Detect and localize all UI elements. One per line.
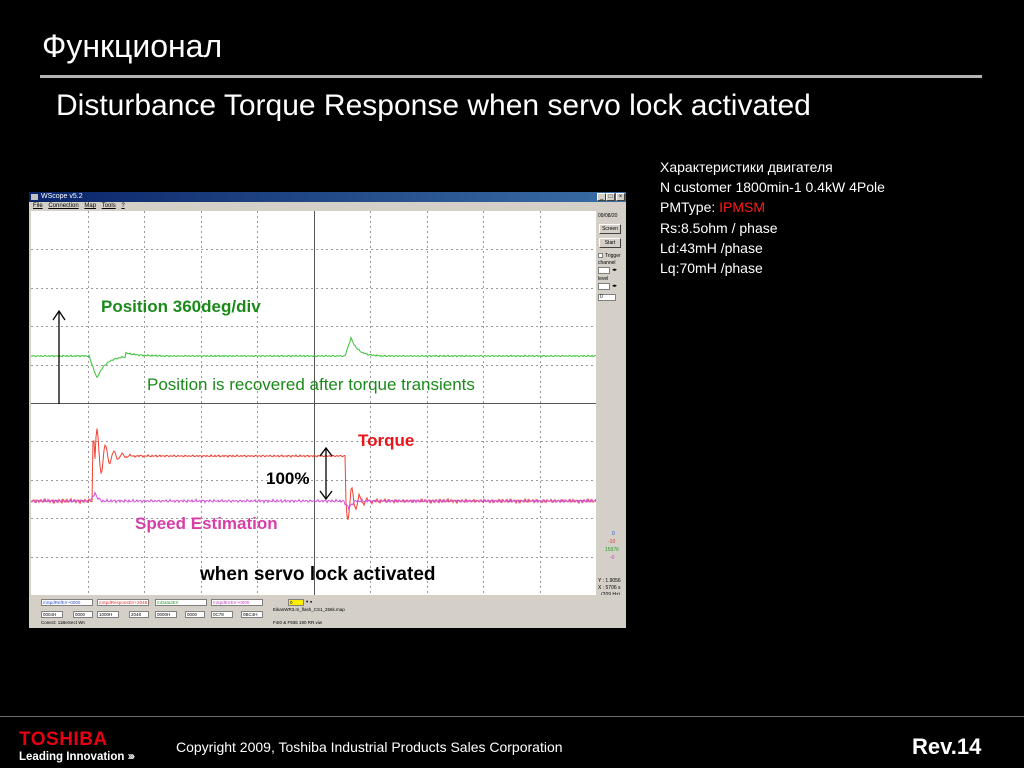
marker-field[interactable]: 0: [288, 599, 304, 606]
maximize-button[interactable]: □: [606, 193, 615, 201]
level-select[interactable]: [598, 283, 610, 290]
specs-line-5: Lq:70mH /phase: [660, 260, 763, 277]
torque-scale-arrow: [319, 446, 333, 501]
position-scale-label: Position 360deg/div: [101, 297, 261, 316]
slide-title: Функционал: [42, 28, 223, 64]
specs-line-3: Rs:8.5ohm / phase: [660, 219, 778, 236]
motor-specs: Характеристики двигателя N customer 1800…: [660, 157, 885, 278]
speed-estimation-label: Speed Estimation: [135, 514, 278, 533]
torque-label: Torque: [358, 431, 415, 450]
channel-label: channel: [598, 260, 616, 266]
speed-trace: [31, 491, 596, 511]
revision-label: Rev.14: [912, 734, 982, 759]
position-recovered-label: Position is recovered after torque trans…: [147, 375, 475, 394]
menu-tools[interactable]: Tools: [101, 203, 116, 209]
title-divider: [40, 75, 982, 78]
trigger-label: Trigger: [605, 253, 621, 259]
pmtype-value: IPMSM: [719, 199, 766, 216]
menu-connection[interactable]: Connection: [48, 203, 79, 209]
ch1-value-b[interactable]: 0000: [73, 611, 93, 618]
ch4-value-a[interactable]: 0C78: [211, 611, 233, 618]
screen-button[interactable]: Screen: [599, 224, 621, 234]
app-icon: [31, 194, 38, 200]
readout-x: X : 5706 s: [598, 585, 621, 591]
tagline: Leading Innovation ›››: [19, 751, 135, 763]
readout-ch4: -0: [610, 555, 615, 561]
ch1-value-a[interactable]: 0004H: [41, 611, 63, 618]
scope-titlebar: WScope v5.2 _ □ ×: [29, 192, 626, 202]
minimize-button[interactable]: _: [597, 193, 606, 201]
ch2-name-field[interactable]: mSpdResponsErr+2048: [97, 599, 149, 606]
menu-file[interactable]: File: [33, 203, 43, 209]
scope-plot[interactable]: [31, 211, 596, 595]
menu-map[interactable]: Map: [84, 203, 97, 209]
ch2-value-a[interactable]: 1000H: [97, 611, 119, 618]
servo-lock-label: when servo lock activated: [200, 564, 436, 585]
level-label: level: [598, 276, 609, 282]
tagline-text: Leading Innovation: [19, 751, 125, 763]
view-file-label: F4I0 & F936 190 RR.viw: [273, 620, 323, 625]
channel-arrows-icon[interactable]: ◂▸: [612, 267, 618, 273]
ch4-value-b[interactable]: 0BC4H: [241, 611, 263, 618]
readout-ch2: -10: [608, 539, 616, 545]
scope-control-panel: 09/08/20 Screen Start Trigger channel ◂▸…: [596, 211, 626, 598]
scope-bottom-bar: mSpdRefErr+0000 mSpdResponsErr+2048 mDat…: [29, 595, 626, 628]
trigger-checkbox[interactable]: [598, 253, 603, 258]
ch4-name-field[interactable]: mSpdErrErr+0000: [211, 599, 263, 606]
scope-window-title: WScope v5.2: [41, 193, 83, 200]
ch3-value-b[interactable]: 0000: [185, 611, 205, 618]
position-scale-arrow: [52, 309, 66, 404]
position-trace: [31, 335, 596, 379]
scope-window: WScope v5.2 _ □ × File Connection Map To…: [29, 192, 626, 628]
scope-menubar: File Connection Map Tools ?: [29, 202, 626, 211]
torque-trace: [31, 428, 596, 520]
footer-divider: [0, 716, 1024, 717]
readout-ch3: 15976: [605, 547, 619, 553]
level-arrows-icon[interactable]: ◂▸: [612, 283, 618, 289]
tagline-chevrons-icon: ›››: [127, 751, 135, 763]
ch3-value-a[interactable]: 0000H: [155, 611, 177, 618]
scope-date: 09/08/20: [598, 213, 618, 219]
torque-scale-label: 100%: [266, 469, 310, 488]
ch3-name-field[interactable]: mData3Err: [155, 599, 207, 606]
connect-status: Conect: 11BeSect Wn: [41, 620, 85, 625]
specs-line-1: N customer 1800min-1 0.4kW 4Pole: [660, 179, 885, 196]
pmtype-label: PMType:: [660, 199, 720, 216]
ch1-name-field[interactable]: mSpdRefErr+0000: [41, 599, 93, 606]
toshiba-logo: TOSHIBA: [19, 729, 108, 750]
level-input[interactable]: 0: [598, 294, 616, 301]
readout-y: Y : 1.9056: [598, 578, 621, 584]
plot-grid: [31, 211, 596, 595]
start-button[interactable]: Start: [599, 238, 621, 248]
copyright-text: Copyright 2009, Toshiba Industrial Produ…: [176, 739, 563, 755]
specs-heading: Характеристики двигателя: [660, 159, 833, 175]
close-button[interactable]: ×: [616, 193, 625, 201]
ch2-value-b[interactable]: 2048: [129, 611, 149, 618]
marker-arrow-icon[interactable]: ▾ ◂: [306, 599, 312, 604]
slide-subtitle: Disturbance Torque Response when servo l…: [56, 89, 811, 122]
readout-ch1: 0: [612, 531, 615, 537]
specs-line-4: Ld:43mH /phase: [660, 239, 763, 256]
map-file-label: EikanWR3.m_flash_CS1_256k.map: [273, 607, 345, 612]
menu-help[interactable]: ?: [121, 203, 125, 209]
channel-select[interactable]: [598, 267, 610, 274]
specs-pmtype: PMType: IPMSM: [660, 197, 885, 217]
